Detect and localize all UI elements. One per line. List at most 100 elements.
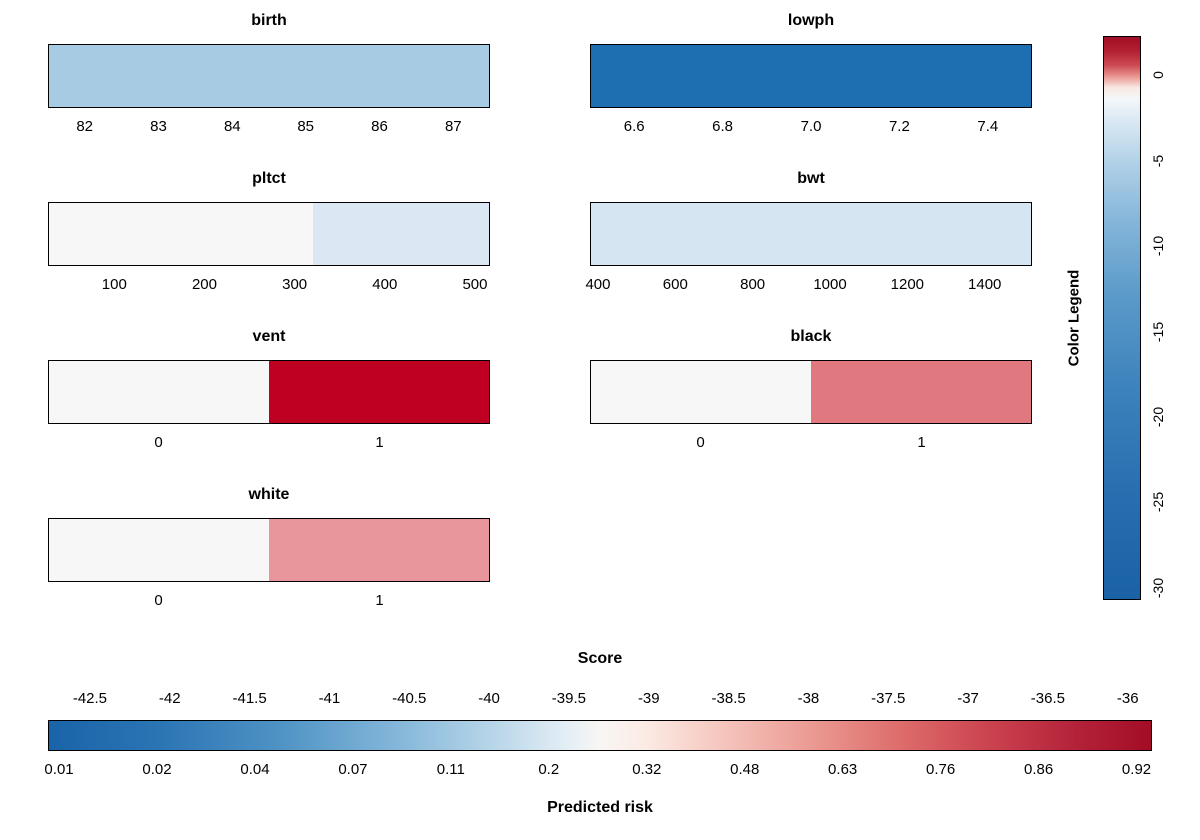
risk-axis-title: Predicted risk xyxy=(547,799,653,816)
panel-white: white 0 1 xyxy=(48,482,490,612)
panel-colorbar xyxy=(590,44,1032,108)
panel-colorbar xyxy=(48,518,490,582)
risk-value-label: 0.32 xyxy=(632,761,662,778)
tick-label: 6.6 xyxy=(623,118,645,135)
tick-label: 0 xyxy=(154,434,163,451)
tick-label: 1400 xyxy=(968,276,1002,293)
tick-label: 300 xyxy=(282,276,308,293)
tick-label: 1 xyxy=(375,434,384,451)
tick-label: 86 xyxy=(371,118,388,135)
color-segment xyxy=(591,361,811,423)
score-tick-label: -41 xyxy=(318,690,341,707)
tick-label: 0 xyxy=(696,434,705,451)
tick-label: 800 xyxy=(740,276,766,293)
color-segment xyxy=(49,45,489,107)
tick-label: 200 xyxy=(191,276,217,293)
tick-label: 6.8 xyxy=(712,118,734,135)
risk-value-label: 0.86 xyxy=(1024,761,1054,778)
panel-colorbar xyxy=(590,202,1032,266)
panel-birth: birth 82 83 84 85 86 87 xyxy=(48,8,490,138)
axis-tick-labels: 6.6 6.8 7.0 7.2 7.4 xyxy=(590,118,1032,138)
panel-colorbar xyxy=(590,360,1032,424)
risk-value-label: 0.63 xyxy=(828,761,858,778)
color-segment xyxy=(49,203,313,265)
tick-label: 0 xyxy=(154,592,163,609)
score-tick-label: -36.5 xyxy=(1030,690,1065,707)
color-segment xyxy=(591,45,1031,107)
risk-value-label: 0.11 xyxy=(436,761,465,778)
legend-tick-label: -10 xyxy=(1150,235,1166,256)
color-segment xyxy=(269,519,489,581)
score-tick-label: -37.5 xyxy=(871,690,906,707)
tick-label: 85 xyxy=(297,118,315,135)
tick-label: 400 xyxy=(372,276,398,293)
panel-title: pltct xyxy=(252,170,286,187)
score-axis-section: Score -42.5 -42 -41.5 -41 -40.5 -40 -39.5 -39 -3… xyxy=(44,650,1152,817)
color-segment xyxy=(591,203,1031,265)
panel-title: bwt xyxy=(797,170,825,187)
panel-title: lowph xyxy=(787,12,835,29)
score-tick-label: -37 xyxy=(957,690,979,707)
tick-label: 82 xyxy=(76,118,94,135)
score-tick-label: -40 xyxy=(478,690,500,707)
color-legend-bar xyxy=(1103,36,1141,600)
tick-label: 7.0 xyxy=(800,118,822,135)
risk-value-label: 0.02 xyxy=(142,761,172,778)
axis-tick-labels: 100 200 300 400 500 xyxy=(48,276,490,296)
risk-value-label: 0.92 xyxy=(1121,761,1152,778)
panel-title: vent xyxy=(252,328,286,345)
score-tick-label: -40.5 xyxy=(392,690,427,707)
panel-colorbar xyxy=(48,44,490,108)
score-tick-label: -38.5 xyxy=(711,690,746,707)
score-tick-labels: -42.5 -42 -41.5 -41 -40.5 -40 -39.5 -39 -38.5 -38… xyxy=(48,690,1152,712)
risk-value-label: 0.04 xyxy=(240,761,270,778)
score-axis-title: Score xyxy=(577,650,623,667)
panel-pltct: pltct 100 200 300 400 500 xyxy=(48,166,490,296)
legend-tick-label: -20 xyxy=(1150,406,1166,427)
tick-label: 500 xyxy=(462,276,488,293)
panel-title: black xyxy=(790,328,832,345)
panel-vent: vent 0 1 xyxy=(48,324,490,454)
panel-colorbar xyxy=(48,202,490,266)
score-tick-label: -41.5 xyxy=(232,690,267,707)
panel-title: white xyxy=(248,486,290,503)
tick-label: 84 xyxy=(223,118,241,135)
tick-label: 83 xyxy=(150,118,167,135)
tick-label: 1 xyxy=(917,434,926,451)
legend-tick-label: -25 xyxy=(1150,492,1166,513)
color-segment xyxy=(49,361,269,423)
tick-label: 1000 xyxy=(813,276,847,293)
color-segment xyxy=(313,203,489,265)
score-tick-label: -38 xyxy=(797,690,820,707)
legend-tick-label: -30 xyxy=(1150,578,1166,599)
tick-label: 1 xyxy=(375,592,384,609)
tick-label: 7.2 xyxy=(888,118,910,135)
risk-value-label: 0.01 xyxy=(44,761,74,778)
panel-black: black 0 1 xyxy=(590,324,1032,454)
score-tick-label: -36 xyxy=(1116,690,1139,707)
axis-tick-labels: 400 600 800 1000 1200 1400 xyxy=(585,276,1032,296)
axis-tick-labels: 82 83 84 85 86 87 xyxy=(48,118,490,138)
risk-value-label: 0.76 xyxy=(925,761,956,778)
color-legend-labels: 0 -5 -10 -15 -20 -25 -30 xyxy=(1060,36,1200,600)
color-legend: Color Legend 0 -5 -10 -15 -20 -25 -30 xyxy=(1060,36,1200,600)
tick-label: 400 xyxy=(585,276,611,293)
score-tick-label: -42.5 xyxy=(72,690,108,707)
tick-label: 100 xyxy=(101,276,127,293)
panel-lowph: lowph 6.6 6.8 7.0 7.2 7.4 xyxy=(590,8,1032,138)
score-tick-label: -39.5 xyxy=(551,690,586,707)
panel-colorbar xyxy=(48,360,490,424)
color-segment xyxy=(269,361,489,423)
tick-label: 87 xyxy=(444,118,462,135)
tick-label: 7.4 xyxy=(977,118,999,135)
risk-value-label: 0.2 xyxy=(538,761,560,778)
legend-tick-label: 0 xyxy=(1150,71,1166,79)
score-tick-label: -39 xyxy=(637,690,660,707)
legend-tick-label: -5 xyxy=(1150,154,1166,167)
legend-tick-label: -15 xyxy=(1150,321,1166,342)
panel-bwt: bwt 400 600 800 1000 1200 1400 xyxy=(585,166,1032,296)
